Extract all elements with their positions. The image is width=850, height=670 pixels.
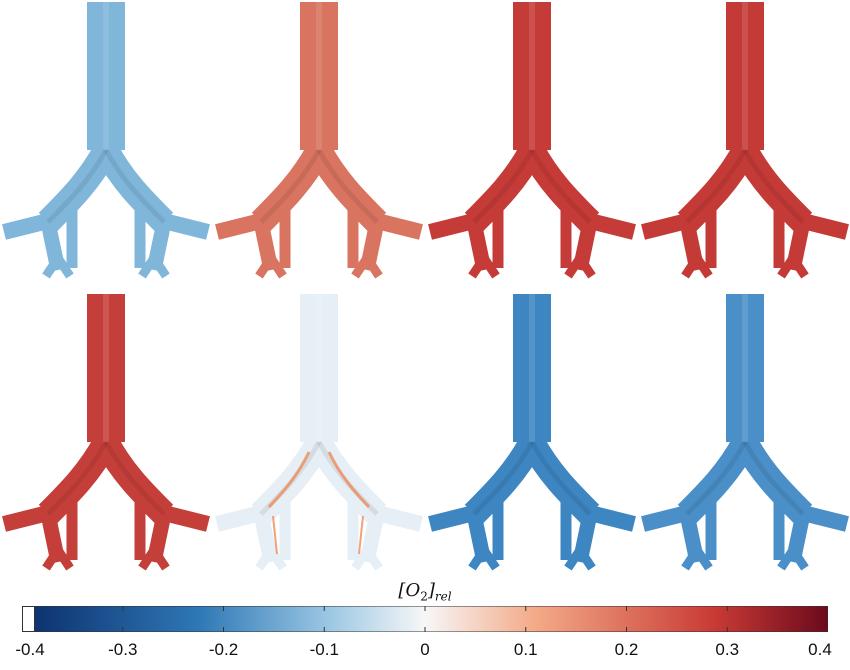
airway-tree-shape: [428, 294, 636, 571]
airway-tree-shape: [2, 294, 210, 571]
airway-tree-shape: [2, 2, 210, 279]
colorbar-out-of-range-box: [22, 606, 35, 632]
airway-panel-r2c1: [0, 292, 212, 582]
colorbar-tick-label: -0.3: [108, 640, 138, 659]
colorbar: [22, 606, 828, 632]
airway-panel-r1c4: [639, 0, 850, 290]
colorbar-tick-label: 0.2: [614, 640, 639, 659]
colorbar-tick-label: -0.2: [208, 640, 239, 659]
colorbar-tick-label: 0.1: [513, 640, 538, 659]
colorbar-tick-label: -0.1: [309, 640, 339, 659]
airway-tree-shape: [641, 2, 849, 279]
colorbar-tick-label: 0.4: [808, 640, 832, 659]
airway-tree-shape: [215, 294, 423, 571]
colorbar-tick-label: -0.4: [15, 640, 45, 659]
airway-panel-r2c3: [426, 292, 638, 582]
airway-tree-shape: [215, 2, 423, 279]
colorbar-tick-label: 0: [420, 640, 430, 659]
airway-tree-shape: [428, 2, 636, 279]
airway-panel-r1c1: [0, 0, 212, 290]
colorbar-label: [O2]rel: [398, 580, 452, 604]
airway-panel-r1c2: [213, 0, 425, 290]
airway-tree-shape: [641, 294, 849, 571]
airway-panel-r2c2: [213, 292, 425, 582]
colorbar-tick-labels: -0.4 -0.3 -0.2 -0.1 0 0.1 0.2 0.3 0.4: [0, 640, 850, 664]
airway-panel-r2c4: [639, 292, 850, 582]
airway-panel-r1c3: [426, 0, 638, 290]
airway-panels-grid: [0, 0, 850, 582]
colorbar-tick-label: 0.3: [715, 640, 740, 659]
